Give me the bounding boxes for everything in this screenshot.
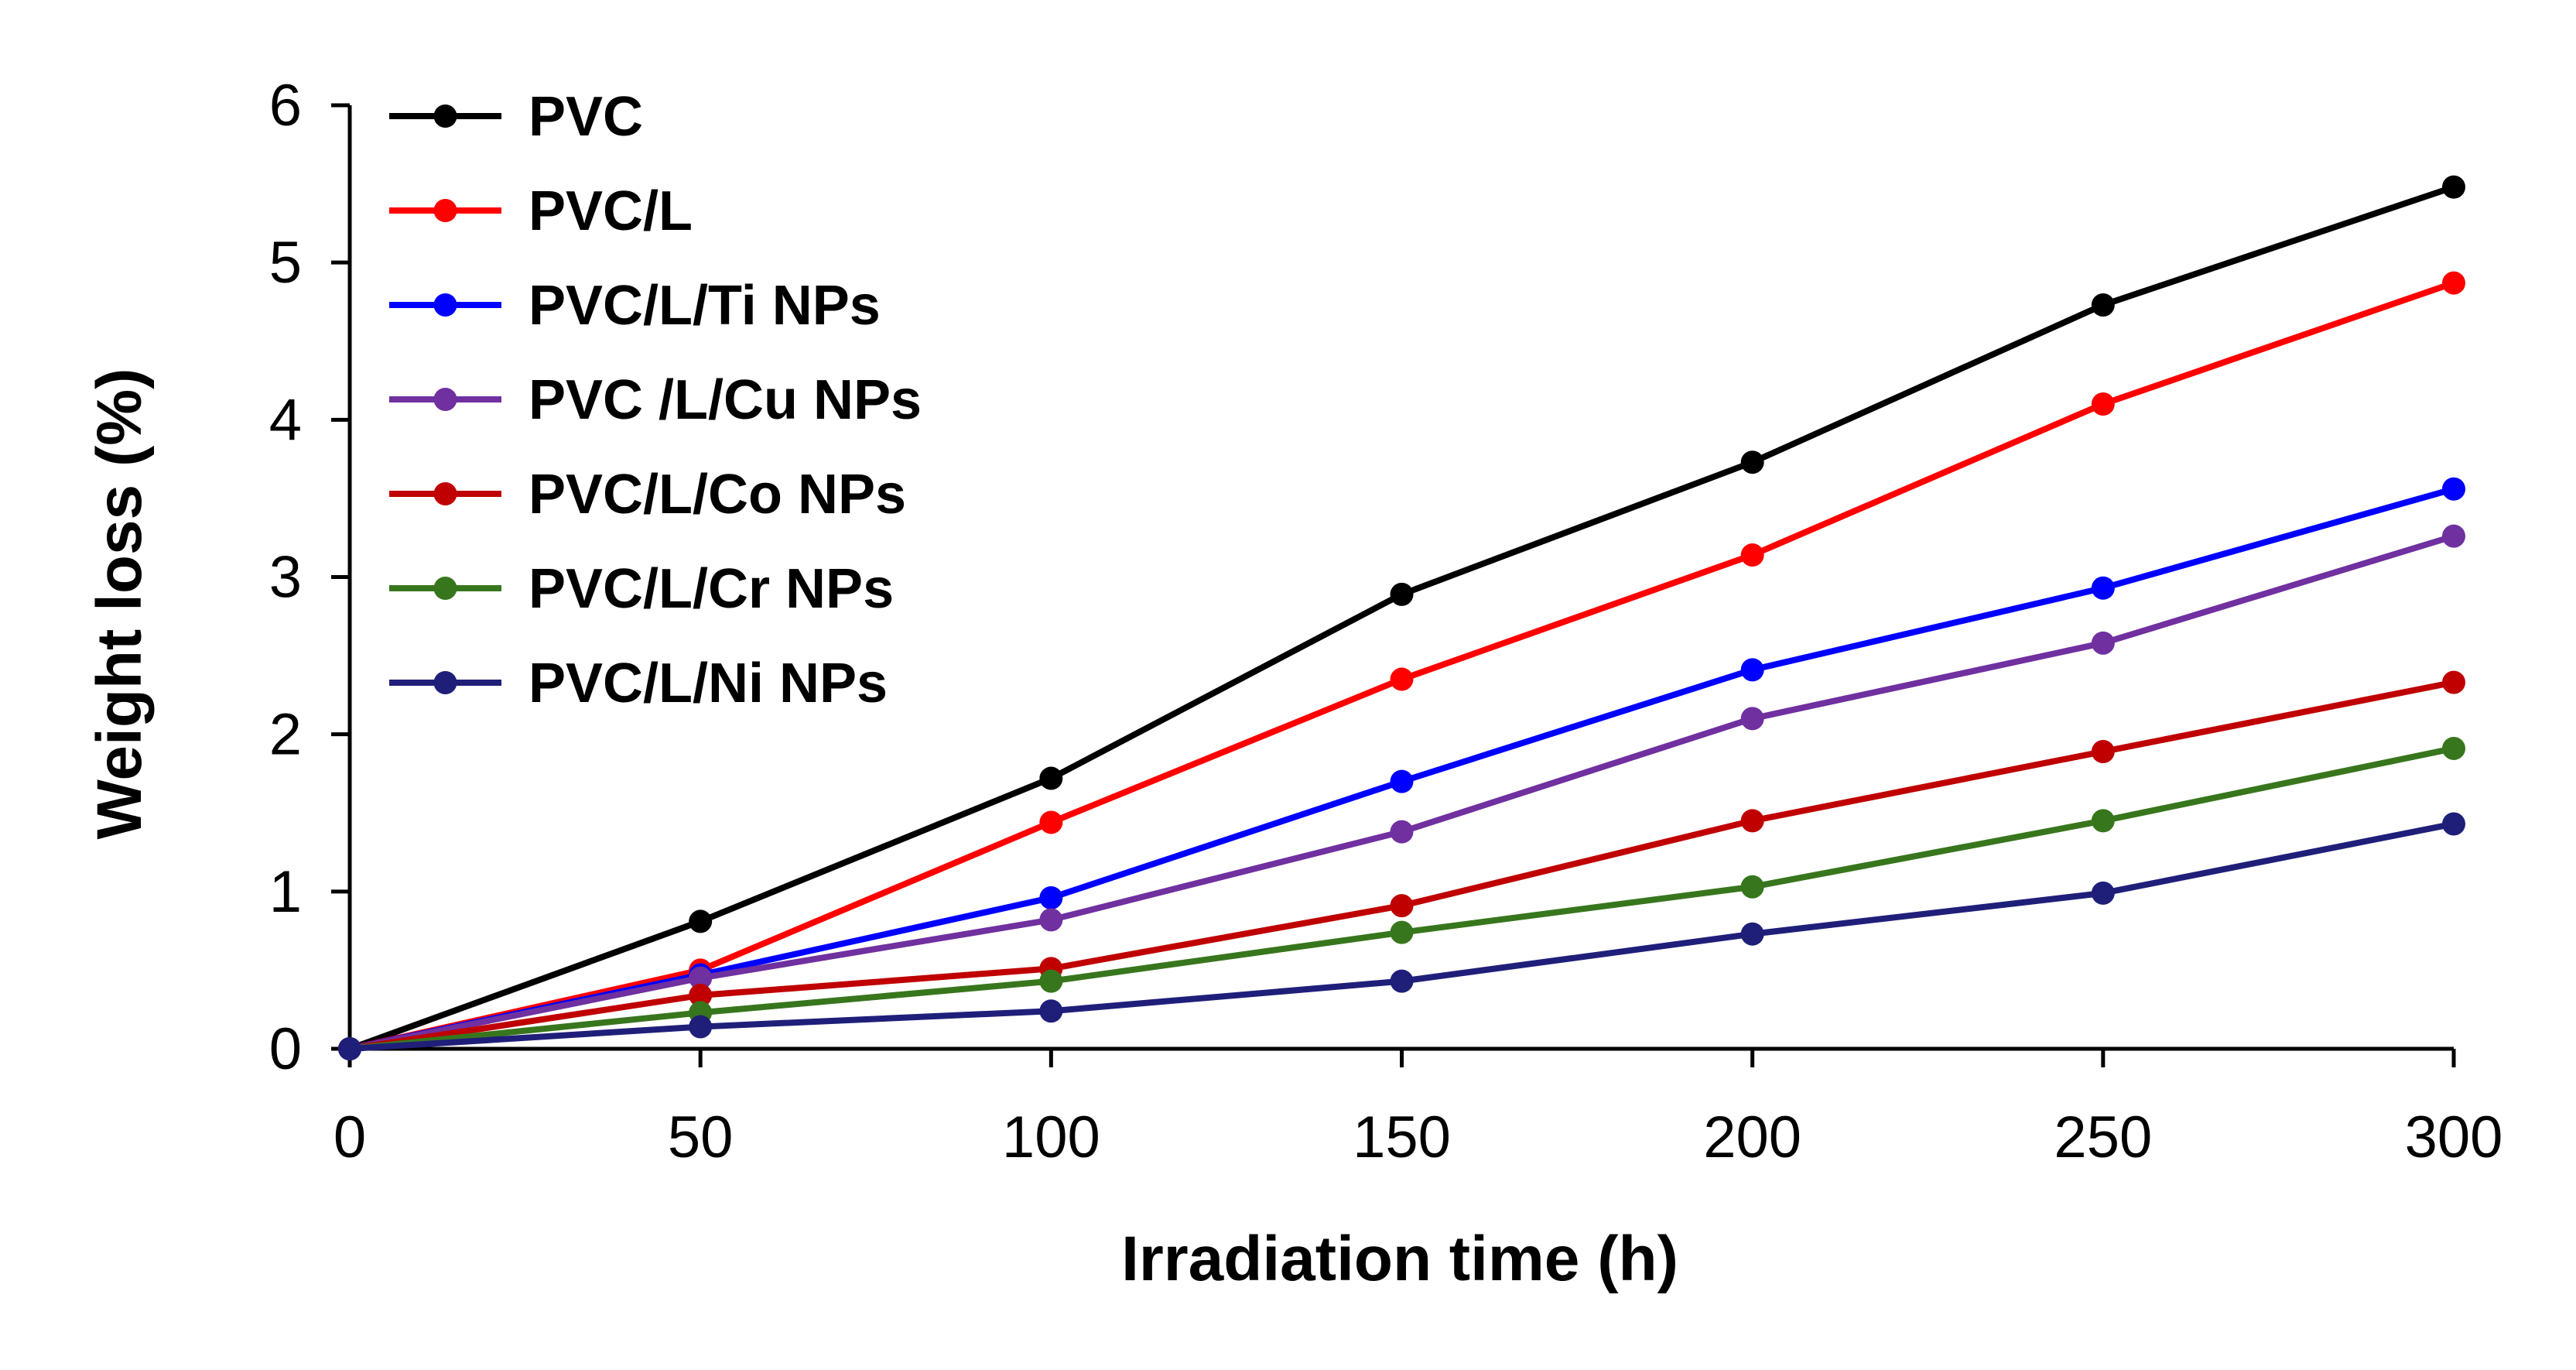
y-tick-label: 3 [269,545,302,611]
y-tick-label: 5 [269,230,302,296]
legend-item: PVC [389,86,643,148]
legend-item: PVC/L [389,180,693,242]
data-point [2442,524,2465,548]
data-point [1740,922,1764,946]
data-point [2091,631,2115,655]
series-group [338,670,2465,1060]
legend-label: PVC/L/Ni NPs [529,652,888,714]
data-point [2091,392,2115,416]
data-point [1390,582,1414,606]
data-point [1039,908,1063,932]
data-point [1740,658,1764,682]
data-point [1390,667,1414,691]
series-group [338,812,2465,1060]
x-tick-label: 300 [2405,1105,2503,1170]
data-point [2442,271,2465,295]
data-point [1039,885,1063,909]
x-axis-title: Irradiation time (h) [1121,1224,1678,1294]
data-point [2091,740,2115,764]
data-point [2091,809,2115,833]
y-tick-label: 4 [269,387,302,453]
data-point [1740,450,1764,474]
x-tick-label: 250 [2054,1105,2152,1170]
y-tick-label: 0 [269,1016,302,1082]
data-point [2442,812,2465,836]
legend-label: PVC/L/Co NPs [529,464,906,526]
legend-item: PVC/L/Ti NPs [389,275,881,337]
data-point [689,909,713,933]
y-tick-label: 1 [269,859,302,925]
data-point [1039,810,1063,834]
legend-item: PVC/L/Cr NPs [389,558,894,620]
data-point [1390,769,1414,793]
data-point [1039,766,1063,790]
x-tick-label: 100 [1002,1105,1100,1170]
data-point [689,983,713,1007]
data-point [1390,820,1414,844]
legend-swatch-marker [433,388,457,411]
x-tick-label: 150 [1353,1105,1451,1170]
legend-label: PVC/L/Ti NPs [529,275,881,337]
data-point [689,966,713,990]
legend: PVC PVC/L PVC/L/Ti NPs PVC /L/Cu NPs PVC/L/C… [389,86,922,714]
data-point [689,1015,713,1039]
legend-item: PVC /L/Cu NPs [389,369,922,431]
y-tick-label: 6 [269,73,302,139]
data-point [1390,969,1414,993]
legend-swatch-marker [433,671,457,694]
data-point [2442,175,2465,199]
data-point [338,1037,361,1060]
data-point [2091,576,2115,600]
data-point [1039,999,1063,1023]
legend-swatch-marker [433,293,457,317]
data-point [1390,920,1414,944]
legend-swatch-marker [433,577,457,600]
legend-label: PVC [529,86,643,148]
series-lines [338,175,2465,1060]
legend-swatch-marker [433,482,457,505]
data-point [1740,543,1764,567]
y-axis-title: Weight loss (%) [84,368,155,840]
data-point [1740,809,1764,833]
data-point [2091,881,2115,905]
x-tick-label: 50 [668,1105,734,1170]
data-point [1740,707,1764,731]
data-point [2442,736,2465,760]
data-point [2442,670,2465,694]
legend-label: PVC/L [529,180,693,242]
legend-label: PVC /L/Cu NPs [529,369,922,431]
x-tick-label: 0 [334,1105,366,1170]
x-tick-label: 200 [1703,1105,1801,1170]
legend-label: PVC/L/Cr NPs [529,558,894,620]
data-point [1390,894,1414,918]
legend-swatch-marker [433,104,457,128]
data-point [1039,969,1063,993]
data-point [2091,293,2115,317]
data-point [1740,875,1764,899]
series-line [349,679,2455,1052]
axes: 0 1 2 3 4 5 6 0 50 100 150 200 250 300 [269,73,2503,1170]
y-tick-label: 2 [269,702,302,768]
legend-item: PVC/L/Co NPs [389,464,906,526]
data-point [2442,477,2465,501]
legend-swatch-marker [433,199,457,222]
legend-item: PVC/L/Ni NPs [389,652,888,714]
